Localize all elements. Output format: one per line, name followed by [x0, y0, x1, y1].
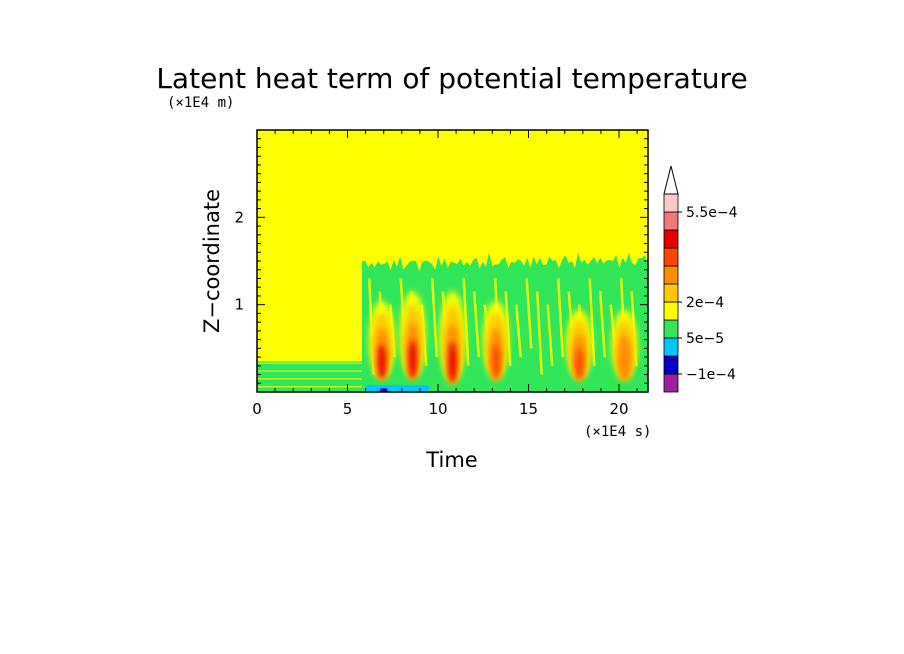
x-axis-label: Time: [425, 448, 477, 472]
heating-cell: [620, 348, 629, 380]
colorbar-segment: [663, 373, 679, 393]
y-tick-labels: 12: [234, 208, 244, 313]
colorbar-label: 5.5e−4: [686, 205, 738, 221]
y-tick-label: 1: [234, 296, 244, 314]
convective-gap: [525, 278, 533, 349]
colorbar-segment: [663, 301, 679, 321]
convective-gap: [598, 291, 606, 358]
colorbar-arrow: [663, 165, 679, 195]
colorbar-label: −1e−4: [686, 367, 736, 383]
boundary-layer-region: [257, 361, 362, 392]
colorbar: [663, 165, 679, 393]
plot-area: [257, 130, 648, 392]
convective-gap: [588, 278, 596, 366]
colorbar-segment: [663, 193, 679, 213]
colorbar-segment: [663, 337, 679, 357]
convective-gap: [546, 304, 554, 366]
colorbar-label: 2e−4: [686, 295, 724, 311]
colorbar-labels: 5.5e−4 2e−4 5e−5 −1e−4: [678, 205, 738, 383]
y-axis-label: Z−coordinate: [200, 189, 224, 333]
heating-cell: [575, 348, 584, 380]
colorbar-segment: [663, 247, 679, 267]
colorbar-segment: [663, 283, 679, 303]
convective-gap: [556, 278, 564, 358]
cooling-spot: [365, 385, 429, 392]
x-tick-label: 0: [252, 400, 262, 418]
x-tick-label: 20: [609, 400, 628, 418]
heating-cell: [448, 341, 457, 384]
x-tick-label: 10: [428, 400, 447, 418]
x-tick-label: 5: [343, 400, 353, 418]
colorbar-segment: [663, 265, 679, 285]
convective-gap: [535, 291, 543, 375]
colorbar-segment: [663, 211, 679, 231]
x-tick-labels: 0 5 10 15 20: [252, 400, 628, 418]
heating-cell: [377, 343, 386, 380]
y-tick-label: 2: [234, 208, 244, 226]
convective-gap: [514, 304, 522, 358]
convective-gap: [462, 278, 470, 366]
colorbar-segment: [663, 355, 679, 375]
field-layer: [257, 252, 648, 392]
y-unit-label: (×1E4 m): [167, 95, 234, 111]
x-unit-label: (×1E4 s): [584, 424, 651, 440]
convective-gap: [472, 291, 480, 358]
convective-gap: [430, 278, 438, 358]
heating-cell: [491, 343, 500, 380]
chart-title: Latent heat term of potential temperatur…: [156, 62, 747, 95]
axis-ticks: [256, 130, 648, 392]
heating-cell: [408, 339, 417, 379]
colorbar-label: 5e−5: [686, 331, 724, 347]
colorbar-segment: [663, 229, 679, 249]
x-tick-label: 15: [519, 400, 538, 418]
colorbar-segment: [663, 319, 679, 339]
